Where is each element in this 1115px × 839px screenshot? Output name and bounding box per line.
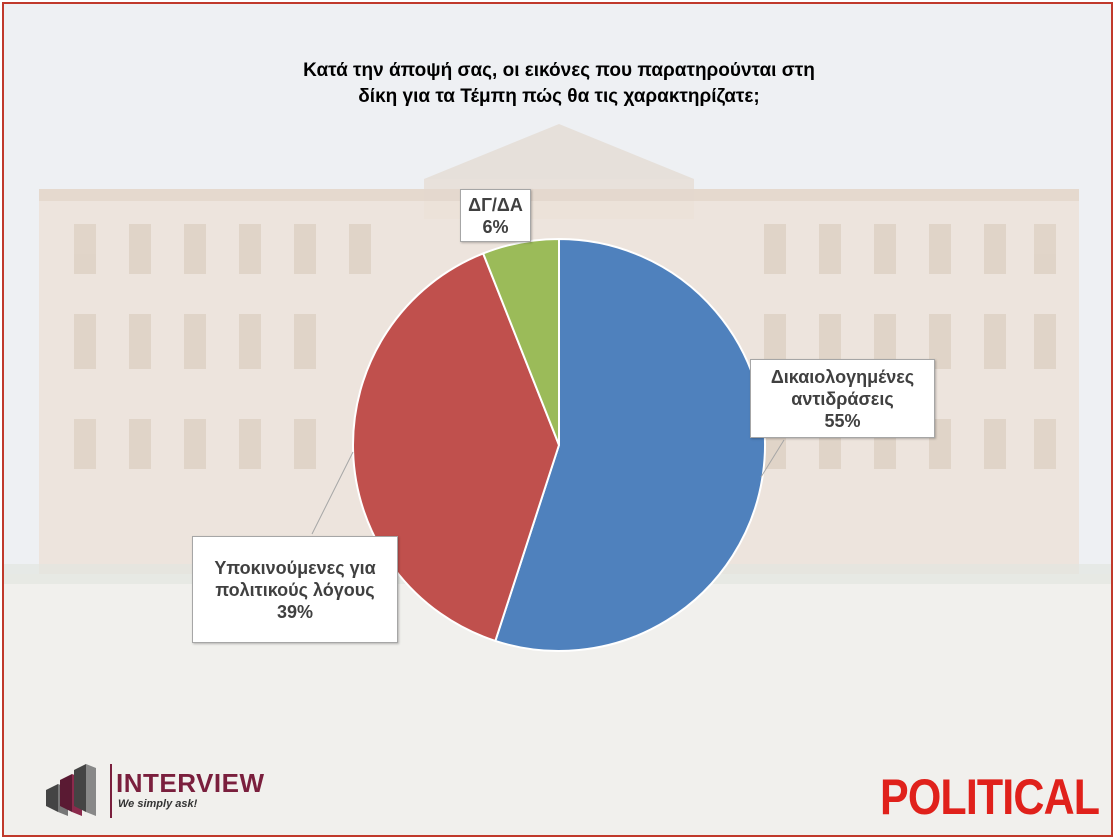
pie-slice-justified — [494, 237, 766, 652]
callout-political: Υποκινούμενες για πολιτικούς λόγους 39% — [192, 536, 398, 643]
pie-slice-political — [352, 252, 561, 643]
interview-logo: INTERVIEW We simply ask! — [44, 760, 284, 820]
callout-political-label-line2: πολιτικούς λόγους — [215, 579, 375, 600]
leader-line-justified — [760, 439, 785, 478]
callout-dk-label: ΔΓ/ΔΑ — [468, 194, 523, 215]
political-logo: POLITICAL — [880, 769, 1100, 825]
callout-political-value: 39% — [276, 601, 314, 622]
interview-tagline: We simply ask! — [118, 798, 198, 810]
interview-logo-divider — [110, 764, 112, 818]
interview-logo-icon — [46, 764, 96, 816]
callout-justified-label-line2: αντιδράσεις — [791, 388, 894, 409]
callout-justified-value: 55% — [824, 410, 861, 431]
callout-dk: ΔΓ/ΔΑ 6% — [460, 189, 531, 242]
pie-chart — [311, 237, 785, 652]
callout-dk-value: 6% — [482, 216, 509, 237]
chart-title: Κατά την άποψή σας, οι εικόνες που παρατ… — [303, 60, 815, 107]
callout-justified-label-line1: Δικαιολογημένες — [770, 366, 915, 387]
callout-justified: Δικαιολογημένες αντιδράσεις 55% — [750, 359, 935, 438]
callout-political-label-line1: Υποκινούμενες για — [214, 557, 376, 578]
pie-slice-dk — [481, 237, 560, 446]
leader-line-political — [311, 451, 354, 535]
interview-brand: INTERVIEW — [116, 768, 265, 798]
